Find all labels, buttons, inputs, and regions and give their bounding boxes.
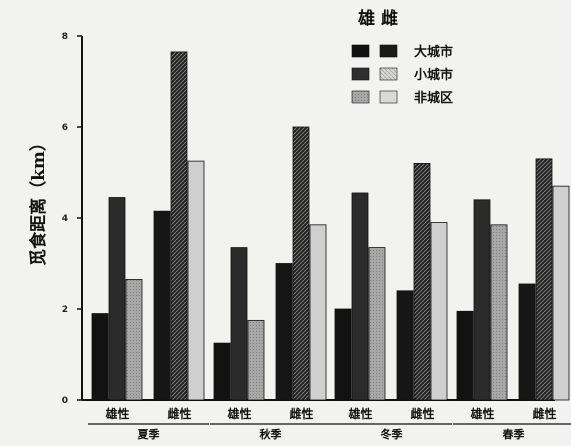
y-ticks: 0 2 4 6 8 xyxy=(62,32,82,406)
sex-label: 雌性 xyxy=(532,406,556,421)
legend-swatch-female xyxy=(379,90,398,104)
bar xyxy=(430,222,448,401)
bar xyxy=(535,158,553,401)
legend-swatch-male xyxy=(351,44,370,58)
bar xyxy=(368,247,386,401)
sex-label: 雄性 xyxy=(469,406,494,421)
bar xyxy=(275,263,293,401)
bar xyxy=(153,210,171,401)
bar xyxy=(170,51,188,401)
bar xyxy=(125,279,143,401)
season-label: 冬季 xyxy=(381,427,404,441)
bar xyxy=(213,342,231,401)
sex-label: 雄性 xyxy=(104,406,129,421)
y-tick-label: 4 xyxy=(62,214,68,224)
bar xyxy=(396,290,414,401)
bar xyxy=(91,313,109,401)
season-label: 秋季 xyxy=(260,427,283,441)
bar xyxy=(473,199,491,401)
bar xyxy=(187,160,205,401)
sex-label: 雌性 xyxy=(289,406,313,421)
legend-swatch-female xyxy=(379,44,398,58)
y-axis-label: 觅食距离（km） xyxy=(28,134,49,266)
sex-label: 雌性 xyxy=(410,406,434,421)
bar xyxy=(351,192,369,401)
legend-title: 雄 雌 xyxy=(357,8,398,29)
legend-swatch-male xyxy=(351,90,370,104)
bar xyxy=(108,197,126,401)
sex-label: 雄性 xyxy=(347,406,372,421)
legend-swatch-male xyxy=(351,67,370,81)
bar xyxy=(247,319,265,401)
bar xyxy=(552,185,570,401)
bar xyxy=(230,247,248,401)
sex-label: 雌性 xyxy=(167,406,191,421)
y-tick-label: 8 xyxy=(62,32,68,42)
bar xyxy=(309,224,327,401)
legend-label: 非城区 xyxy=(414,90,453,106)
legend-label: 大城市 xyxy=(414,44,453,60)
season-label: 春季 xyxy=(503,427,526,441)
y-tick-label: 0 xyxy=(62,396,68,406)
bars xyxy=(91,51,570,401)
bar xyxy=(292,126,310,401)
bar xyxy=(456,310,474,401)
legend-label: 小城市 xyxy=(414,67,453,83)
bar xyxy=(334,308,352,401)
sex-label: 雄性 xyxy=(226,406,251,421)
bar xyxy=(490,224,508,401)
season-label: 夏季 xyxy=(138,427,161,441)
bar xyxy=(518,283,536,401)
y-tick-label: 2 xyxy=(62,305,68,315)
legend-swatch-female xyxy=(379,67,398,81)
bar xyxy=(413,162,431,401)
y-tick-label: 6 xyxy=(62,123,68,133)
